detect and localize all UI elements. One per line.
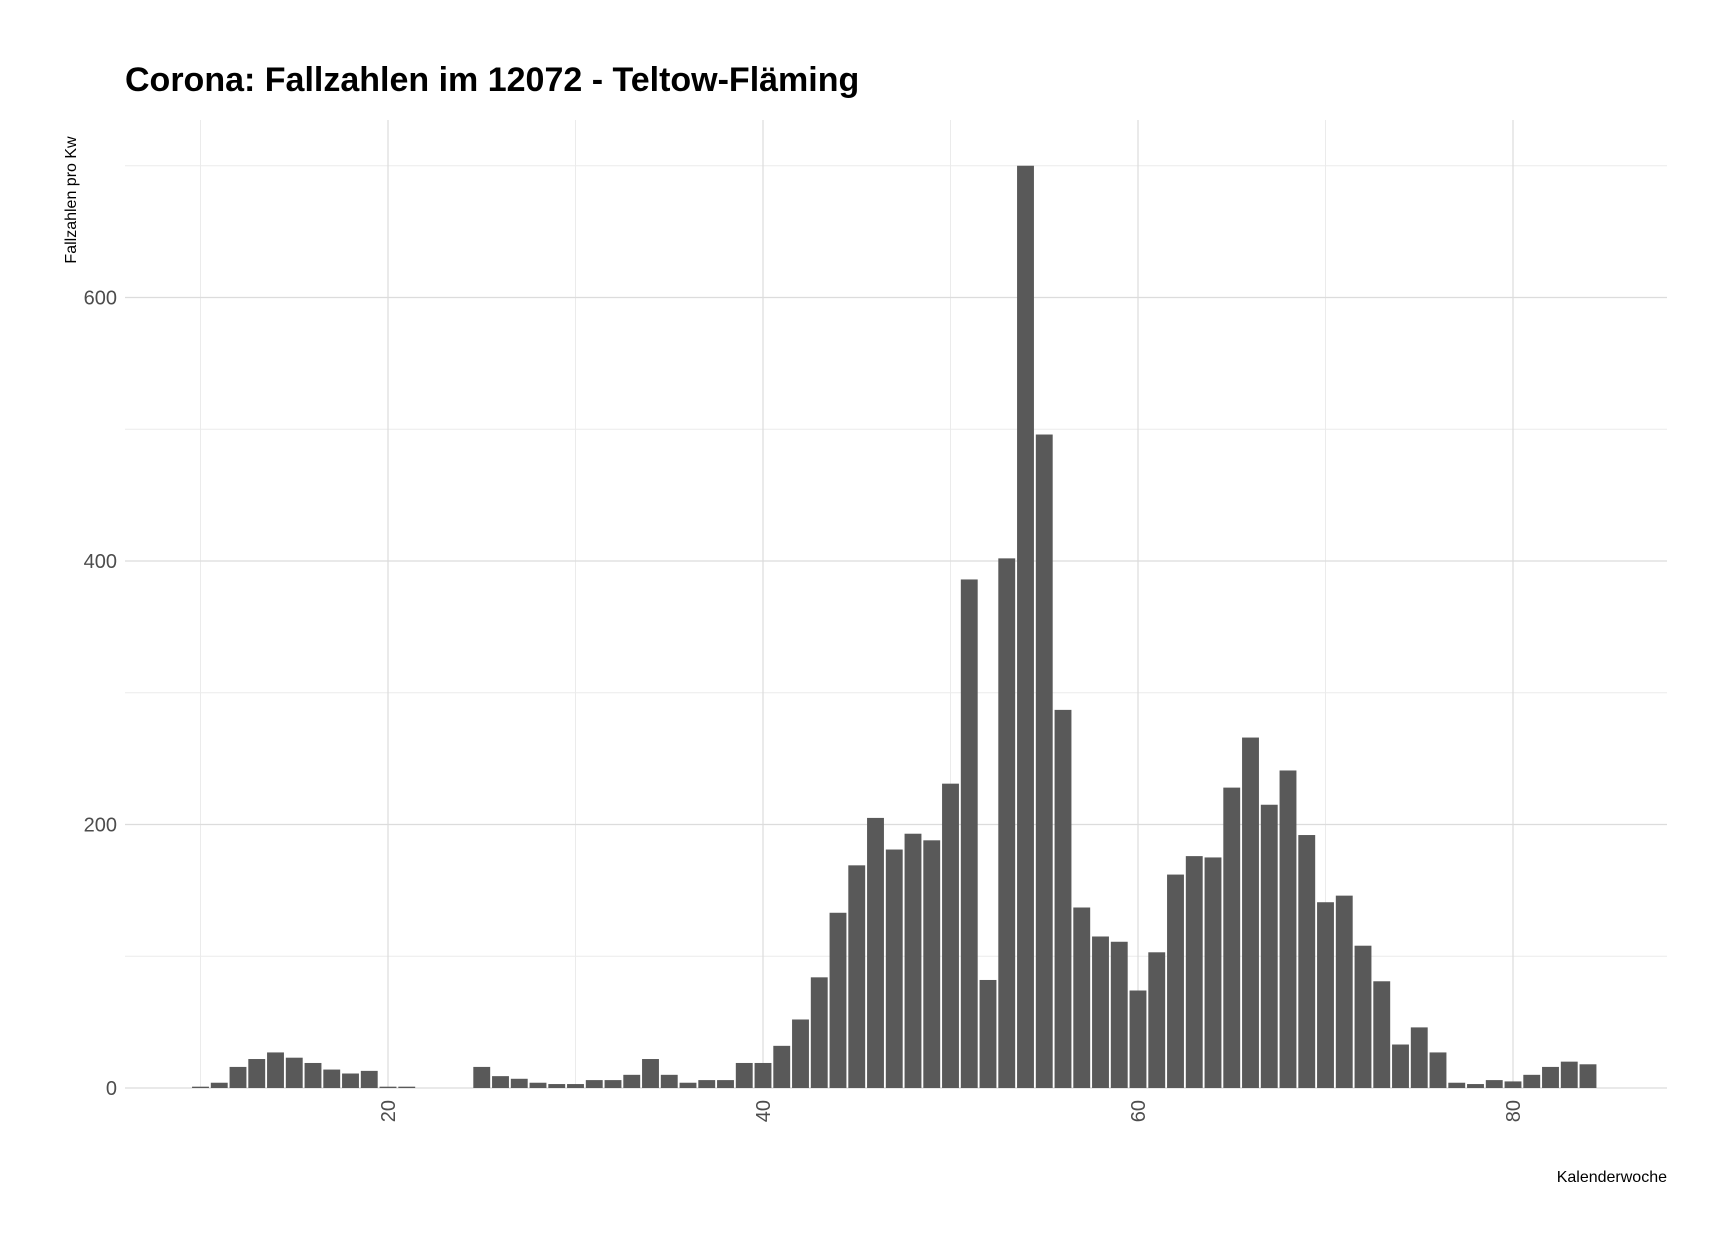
- bar-kw-29: [548, 1084, 566, 1088]
- bar-kw-74: [1392, 1044, 1409, 1088]
- bar-kw-69: [1298, 835, 1316, 1088]
- bar-kw-18: [342, 1073, 359, 1088]
- bar-kw-62: [1167, 874, 1184, 1088]
- y-tick-label: 600: [84, 288, 117, 310]
- bar-kw-27: [510, 1078, 528, 1088]
- bar-kw-26: [492, 1076, 509, 1088]
- chart-title: Corona: Fallzahlen im 12072 - Teltow-Flä…: [125, 61, 859, 99]
- bar-kw-32: [604, 1080, 622, 1088]
- bar-kw-37: [698, 1080, 716, 1088]
- bar-kw-63: [1185, 856, 1203, 1088]
- bar-kw-40: [754, 1062, 772, 1088]
- bar-kw-38: [717, 1080, 734, 1088]
- bar-kw-51: [960, 579, 978, 1088]
- bar-kw-36: [679, 1082, 697, 1088]
- x-tick-label: 20: [378, 1100, 400, 1122]
- bar-kw-66: [1242, 737, 1259, 1088]
- bar-kw-79: [1485, 1080, 1503, 1088]
- bar-kw-59: [1110, 941, 1128, 1088]
- bar-kw-19: [360, 1070, 378, 1088]
- bar-kw-65: [1223, 787, 1241, 1088]
- y-tick-label: 400: [84, 551, 117, 573]
- bar-kw-33: [623, 1074, 641, 1088]
- bar-kw-48: [904, 833, 922, 1088]
- bar-kw-68: [1279, 770, 1297, 1088]
- y-axis-label: Fallzahlen pro Kw: [63, 136, 80, 264]
- y-tick-label: 0: [106, 1078, 117, 1100]
- bar-kw-64: [1204, 857, 1222, 1088]
- bar-kw-83: [1560, 1061, 1578, 1088]
- bar-kw-21: [398, 1086, 416, 1088]
- bar-kw-13: [248, 1059, 266, 1088]
- bar-kw-35: [660, 1074, 678, 1088]
- bar-kw-57: [1073, 907, 1091, 1088]
- bar-kw-54: [1017, 165, 1034, 1088]
- bar-kw-42: [792, 1019, 809, 1088]
- bar-kw-17: [323, 1069, 341, 1088]
- bar-kw-39: [735, 1062, 753, 1088]
- bar-kw-14: [267, 1052, 284, 1088]
- bar-kw-50: [942, 783, 959, 1088]
- bar-kw-12: [229, 1066, 247, 1088]
- bar-kw-41: [773, 1045, 791, 1088]
- tick-labels: 0 200 400 600 20 40 60 80: [84, 288, 1525, 1123]
- bar-kw-78: [1467, 1084, 1484, 1088]
- bar-kw-11: [210, 1082, 228, 1088]
- bar-kw-84: [1579, 1064, 1597, 1088]
- bar-kw-45: [848, 865, 866, 1088]
- bar-kw-56: [1054, 709, 1072, 1088]
- bar-kw-46: [867, 817, 884, 1088]
- x-axis-label: Kalenderwoche: [1557, 1169, 1667, 1186]
- bar-kw-76: [1429, 1052, 1447, 1088]
- bar-kw-55: [1035, 434, 1053, 1088]
- x-tick-label: 80: [1503, 1100, 1525, 1122]
- bar-kw-53: [998, 558, 1016, 1088]
- bar-kw-77: [1448, 1082, 1466, 1088]
- bar-kw-61: [1148, 952, 1166, 1088]
- bar-kw-47: [885, 849, 903, 1088]
- bar-kw-71: [1335, 895, 1353, 1088]
- bar-kw-75: [1410, 1027, 1428, 1088]
- bar-kw-67: [1260, 804, 1278, 1088]
- bar-kw-30: [567, 1084, 584, 1088]
- bar-kw-80: [1504, 1081, 1522, 1088]
- y-tick-label: 200: [84, 815, 117, 837]
- bar-kw-16: [304, 1062, 322, 1088]
- bar-kw-31: [585, 1080, 603, 1088]
- bar-kw-82: [1542, 1066, 1559, 1088]
- bar-kw-70: [1317, 902, 1334, 1088]
- x-tick-label: 40: [753, 1100, 775, 1122]
- bar-kw-44: [829, 912, 847, 1088]
- bar-kw-52: [979, 979, 997, 1088]
- bar-kw-34: [642, 1059, 659, 1088]
- x-tick-label: 60: [1128, 1100, 1150, 1122]
- bar-kw-81: [1523, 1074, 1541, 1088]
- bar-kw-43: [810, 977, 828, 1088]
- bar-kw-49: [923, 840, 941, 1088]
- bars: [192, 165, 1597, 1088]
- bar-kw-73: [1373, 981, 1391, 1088]
- bar-kw-25: [473, 1066, 491, 1088]
- bar-kw-72: [1354, 945, 1372, 1088]
- bar-kw-60: [1129, 990, 1147, 1088]
- bar-kw-10: [192, 1086, 209, 1088]
- bar-kw-20: [379, 1086, 397, 1088]
- bar-kw-15: [285, 1057, 303, 1088]
- bar-kw-58: [1092, 936, 1109, 1088]
- bar-kw-28: [529, 1082, 547, 1088]
